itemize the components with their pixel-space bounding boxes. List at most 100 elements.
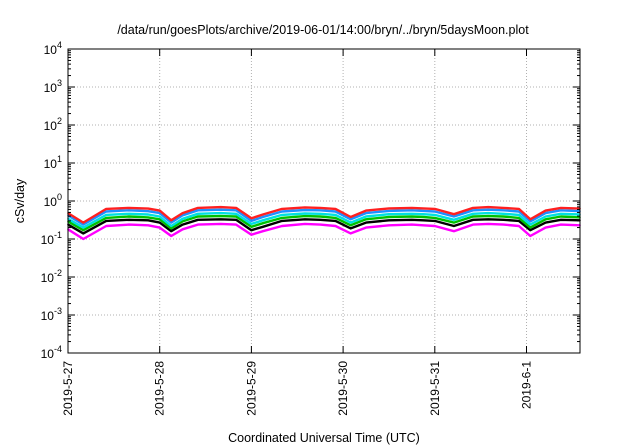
series-point bbox=[147, 213, 149, 216]
series-point bbox=[560, 209, 562, 212]
series-point bbox=[304, 223, 306, 225]
y-tick-label: 102 bbox=[44, 116, 62, 133]
series-point bbox=[411, 219, 413, 221]
series-line-6 bbox=[67, 205, 581, 224]
series-point bbox=[235, 207, 237, 209]
y-tick-label: 10-4 bbox=[41, 344, 62, 361]
series-point bbox=[453, 219, 455, 221]
series-point bbox=[281, 225, 283, 227]
series-point bbox=[388, 207, 390, 210]
series-point bbox=[472, 219, 474, 221]
x-tick-label: 2019-5-27 bbox=[61, 361, 75, 416]
series-line-1 bbox=[67, 222, 581, 241]
series-point bbox=[487, 208, 490, 211]
series-point bbox=[304, 209, 306, 211]
series-point bbox=[502, 219, 505, 221]
series-point bbox=[170, 235, 172, 237]
series-point bbox=[422, 224, 425, 227]
series-point bbox=[181, 218, 184, 220]
series-point bbox=[128, 207, 130, 209]
series-point bbox=[544, 221, 547, 224]
series-point bbox=[147, 207, 149, 210]
series-point bbox=[472, 207, 474, 209]
series-point bbox=[147, 210, 149, 212]
series-point bbox=[365, 221, 367, 224]
series-point bbox=[365, 218, 367, 221]
series-point bbox=[411, 207, 413, 209]
series-point bbox=[319, 223, 322, 226]
series-point bbox=[281, 214, 283, 216]
series-point bbox=[334, 217, 337, 219]
series-point bbox=[220, 206, 222, 208]
series-point bbox=[105, 225, 107, 227]
series-point bbox=[422, 207, 425, 210]
series-point bbox=[250, 226, 253, 228]
series-point bbox=[434, 225, 436, 227]
y-tick-label: 101 bbox=[44, 154, 62, 171]
series-point bbox=[262, 213, 264, 216]
series-point bbox=[281, 210, 283, 213]
series-point bbox=[128, 209, 130, 212]
series-point bbox=[82, 221, 85, 224]
y-tick-label: 104 bbox=[44, 40, 62, 57]
series-point bbox=[170, 230, 172, 232]
series-point bbox=[349, 216, 352, 218]
y-tick-label: 10-3 bbox=[41, 306, 62, 323]
y-tick-label: 103 bbox=[44, 78, 62, 95]
series-point bbox=[422, 216, 425, 218]
y-tick-label: 10-2 bbox=[41, 268, 62, 285]
series-point bbox=[220, 218, 222, 221]
series-point bbox=[105, 220, 107, 222]
series-point bbox=[502, 215, 505, 218]
series-point bbox=[518, 208, 520, 210]
series-point bbox=[220, 223, 222, 225]
series-point bbox=[158, 212, 161, 214]
series-point bbox=[518, 217, 520, 219]
y-axis-label: cSv/day bbox=[13, 178, 27, 223]
series-point bbox=[388, 216, 390, 218]
series-point bbox=[304, 212, 306, 215]
series-point bbox=[349, 227, 352, 230]
series-point bbox=[518, 225, 520, 227]
series-point bbox=[82, 238, 85, 240]
series-point bbox=[262, 216, 264, 218]
series-point bbox=[235, 219, 237, 221]
series-point bbox=[453, 221, 455, 224]
series-point bbox=[197, 209, 199, 212]
series-point bbox=[453, 213, 455, 215]
x-tick-label: 2019-5-28 bbox=[153, 361, 167, 416]
series-point bbox=[434, 217, 436, 219]
series-point bbox=[220, 208, 222, 211]
grid bbox=[68, 49, 580, 353]
x-tick-label: 2019-5-29 bbox=[244, 361, 258, 416]
series-point bbox=[128, 219, 130, 221]
series-point bbox=[319, 219, 322, 221]
series-point bbox=[518, 220, 520, 222]
series-point bbox=[181, 228, 184, 231]
series-point bbox=[422, 213, 425, 215]
series-point bbox=[128, 213, 130, 215]
series-point bbox=[487, 223, 490, 225]
series-point bbox=[158, 221, 161, 224]
series-point bbox=[319, 215, 322, 218]
series-point bbox=[82, 223, 85, 226]
chart-title: /data/run/goesPlots/archive/2019-06-01/1… bbox=[117, 23, 529, 37]
series-point bbox=[453, 215, 455, 218]
series-point bbox=[422, 219, 425, 222]
series-point bbox=[529, 223, 532, 226]
series-point bbox=[434, 210, 436, 213]
series-point bbox=[529, 226, 532, 229]
series-point bbox=[147, 216, 149, 219]
series-point bbox=[262, 226, 264, 228]
series-point bbox=[502, 209, 505, 212]
series-point bbox=[544, 226, 547, 229]
series-point bbox=[560, 219, 562, 221]
series-point bbox=[560, 213, 562, 215]
series-point bbox=[82, 226, 85, 229]
series-point bbox=[544, 209, 547, 212]
series-point bbox=[502, 207, 505, 209]
series-point bbox=[181, 212, 184, 214]
series-point bbox=[388, 224, 390, 227]
x-tick-label: 2019-5-31 bbox=[428, 361, 442, 416]
